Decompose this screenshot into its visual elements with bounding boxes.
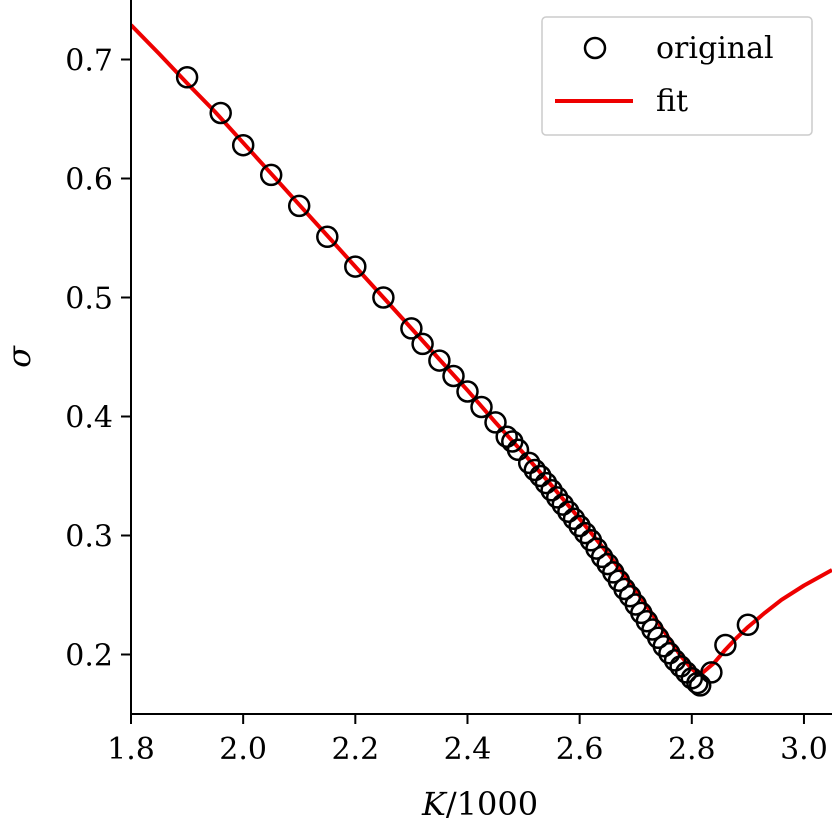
data-point [686,671,709,695]
data-point [736,613,760,637]
x-tick-label: 2.6 [556,732,604,767]
data-point [669,655,692,678]
data-point [517,451,541,475]
legend-frame [541,16,813,136]
data-point [175,66,199,89]
legend: original fit [541,16,813,136]
data-point [540,479,563,502]
data-point [442,364,465,388]
y-tick-label: 0.5 [65,282,113,317]
data-point [259,163,283,187]
x-tick-label: 3.0 [780,732,828,767]
y-tick-label: 0.6 [65,163,113,198]
data-point [495,425,518,448]
x-tick-label: 2.0 [219,732,267,767]
y-axis-label: σ [0,345,38,368]
data-point [456,380,479,403]
data-point [209,101,232,125]
x-axis-ticks: 1.8 2.0 2.2 2.4 2.6 2.8 3.0 [107,714,828,767]
legend-original-label: original [656,31,774,66]
legend-original-marker [583,36,607,60]
data-point [287,194,311,218]
data-point [231,133,255,157]
data-point [562,507,586,531]
data-point [568,514,591,538]
data-point [372,286,395,309]
x-axis-label: K/1000 [421,785,538,823]
y-tick-label: 0.3 [65,520,113,555]
data-point [428,349,451,372]
data-point [557,500,580,523]
data-point [714,633,737,657]
data-point [484,411,507,434]
data-point [400,317,423,340]
y-axis-ticks: 0.2 0.3 0.4 0.5 0.6 0.7 [65,44,131,674]
x-tick-label: 2.2 [331,732,379,767]
data-point [534,471,558,495]
data-point [411,332,434,356]
data-point [590,545,614,569]
data-point [658,642,681,665]
data-point [700,661,723,684]
x-tick-label: 2.4 [444,732,492,767]
y-tick-label: 0.2 [65,639,113,674]
x-tick-label: 2.8 [668,732,716,767]
data-point [545,486,569,509]
data-point [551,493,575,516]
data-point [688,674,712,697]
data-point [663,649,687,672]
data-point [470,395,493,419]
data-point [506,438,530,462]
x-tick-label: 1.8 [107,732,155,767]
data-point [529,464,552,488]
data-point [316,225,339,249]
legend-fit-label: fit [656,84,688,119]
data-point [613,577,636,601]
data-point [573,521,597,545]
original-series [175,66,760,697]
data-point [523,458,547,482]
data-point [344,255,367,278]
data-point [652,634,676,658]
y-tick-label: 0.7 [65,44,113,79]
y-tick-label: 0.4 [65,401,113,436]
